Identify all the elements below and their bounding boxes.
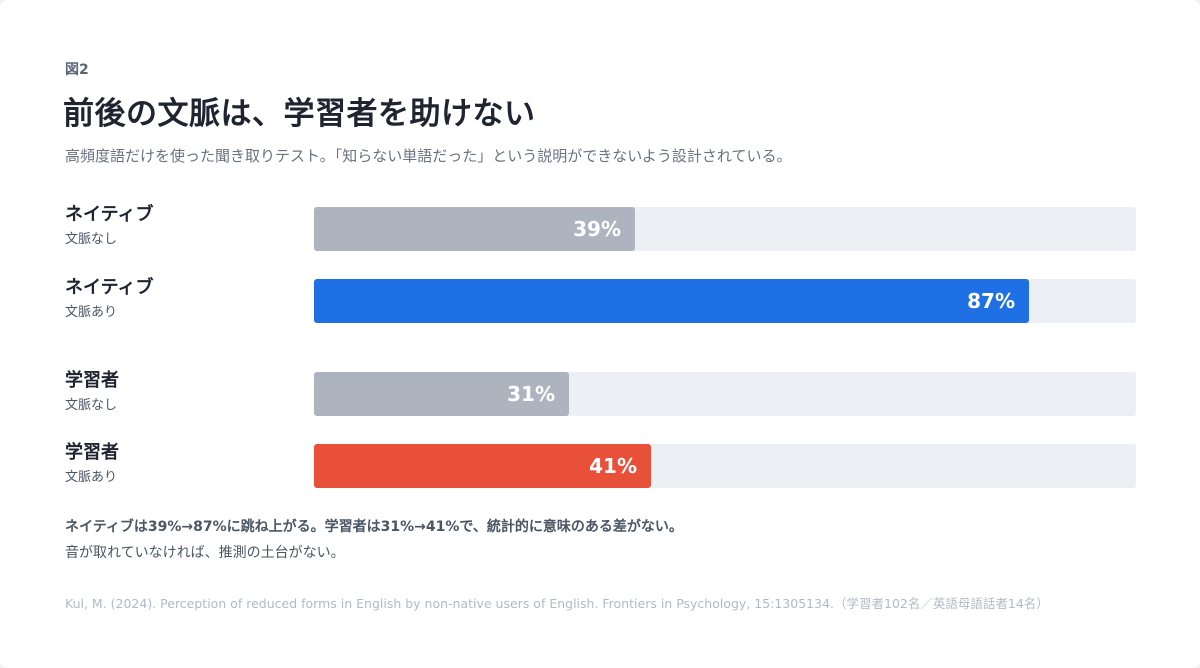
condition-label: 文脈あり xyxy=(65,470,118,485)
chart-subtitle: 高頻度語だけを使った聞き取りテスト。「知らない単語だった」という説明ができないよ… xyxy=(65,147,792,165)
group-name: ネイティブ xyxy=(65,277,154,298)
bar: 87% xyxy=(314,279,1029,323)
row-label: ネイティブ 文脈あり xyxy=(65,277,154,321)
condition-label: 文脈あり xyxy=(65,305,118,320)
figure-label: 図2 xyxy=(65,62,89,78)
bar-value-label: 31% xyxy=(507,382,555,406)
group-name: 学習者 xyxy=(65,370,119,391)
bar-value-label: 41% xyxy=(589,454,637,478)
bar-track: 87% xyxy=(314,279,1136,323)
bar-track: 41% xyxy=(314,444,1136,488)
condition-label: 文脈なし xyxy=(65,232,118,247)
takeaway-note: 音が取れていなければ、推測の土台がない。 xyxy=(65,545,345,561)
source-citation: Kul, M. (2024). Perception of reduced fo… xyxy=(65,596,1049,611)
row-label: ネイティブ 文脈なし xyxy=(65,204,154,248)
bar: 39% xyxy=(314,207,635,251)
bar-value-label: 87% xyxy=(967,289,1015,313)
condition-label: 文脈なし xyxy=(65,398,118,413)
chart-title: 前後の文脈は、学習者を助けない xyxy=(63,96,536,132)
bar: 41% xyxy=(314,444,651,488)
group-name: ネイティブ xyxy=(65,204,154,225)
row-label: 学習者 文脈なし xyxy=(65,370,119,414)
bar-track: 39% xyxy=(314,207,1136,251)
row-label: 学習者 文脈あり xyxy=(65,442,119,486)
bar-value-label: 39% xyxy=(573,217,621,241)
bar-track: 31% xyxy=(314,372,1136,416)
group-name: 学習者 xyxy=(65,442,119,463)
key-finding: ネイティブは39%→87%に跳ね上がる。学習者は31%→41%で、統計的に意味の… xyxy=(65,519,683,535)
bar: 31% xyxy=(314,372,569,416)
